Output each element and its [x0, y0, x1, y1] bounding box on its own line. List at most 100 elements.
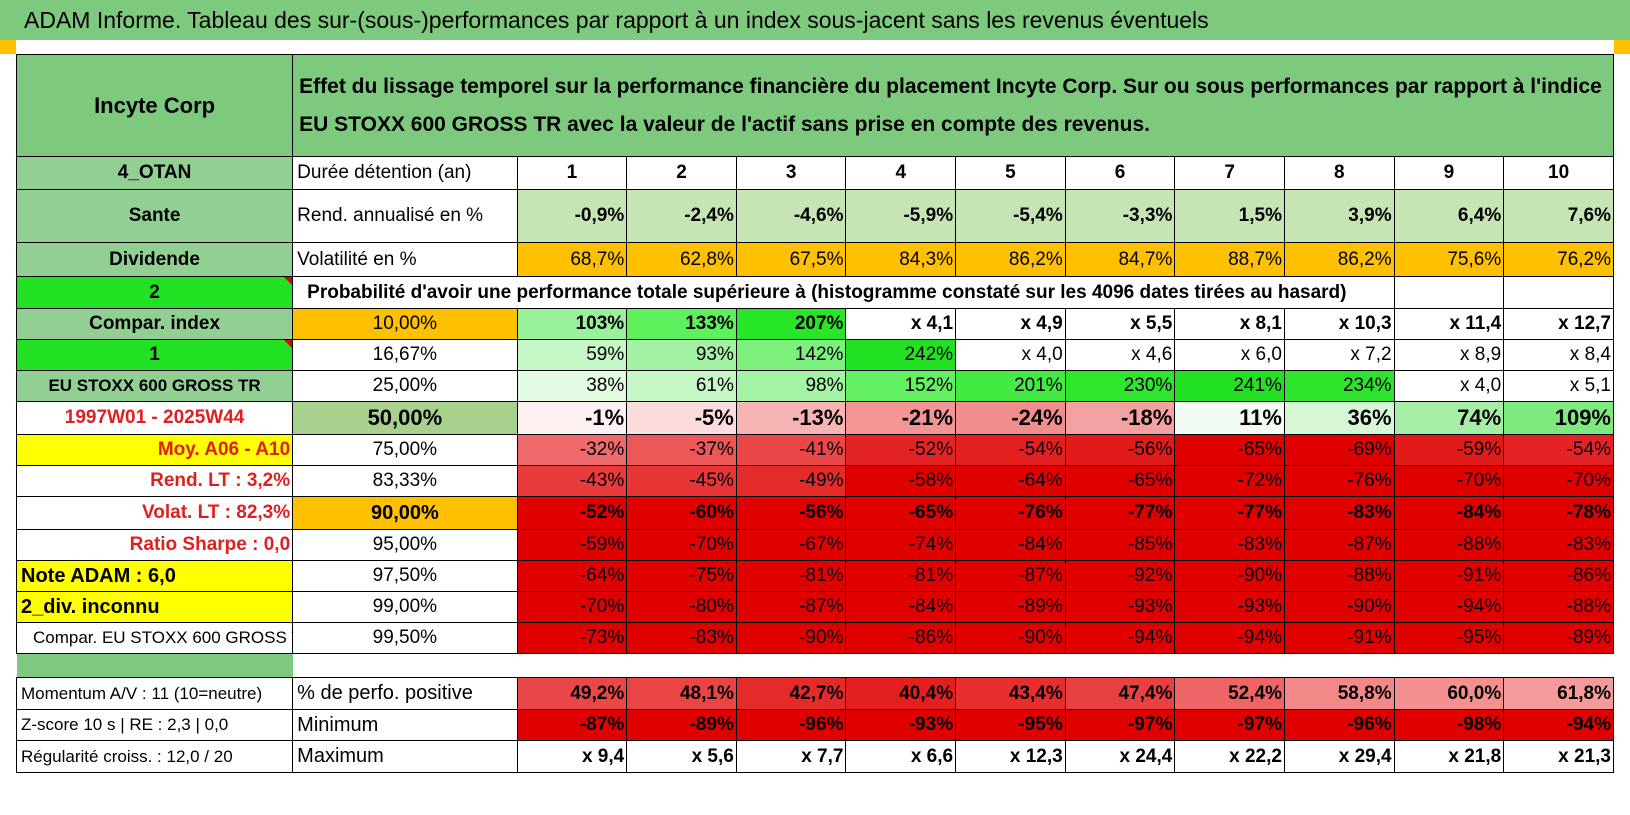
probability-value-cell: -54%: [955, 434, 1066, 466]
probability-value-cell: x 10,3: [1283, 308, 1395, 340]
volatility-value-cell: 88,7%: [1174, 242, 1285, 277]
probability-row: Compar. index 10,00% 103% 133% 207% x 4,1 x 4,…: [15, 308, 1614, 340]
probability-value-cell: x 8,9: [1393, 339, 1505, 371]
probability-value-cell: -75%: [626, 560, 737, 592]
return-value-cell: -5,9%: [845, 189, 957, 243]
summary-value-cell: -97%: [1174, 709, 1285, 741]
summary-value-cell: x 21,3: [1503, 740, 1614, 773]
probability-value-cell: -43%: [516, 465, 628, 497]
probability-value-cell: -72%: [1174, 465, 1285, 497]
summary-value-cell: x 5,6: [626, 740, 737, 773]
summary-value-cell: -89%: [626, 709, 737, 741]
probability-side-text: Compar. index: [89, 313, 221, 334]
comment-marker-icon: [284, 340, 292, 348]
probability-value-cell: -81%: [735, 560, 847, 592]
probability-value-cell: -83%: [1283, 496, 1395, 530]
probability-value-cell: -49%: [735, 465, 847, 497]
probability-value-cell: -74%: [845, 529, 957, 561]
return-value-cell: -4,6%: [735, 189, 847, 243]
probability-side-text: Ratio Sharpe : 0,0: [129, 534, 291, 555]
probability-value-cell: -18%: [1064, 401, 1176, 435]
probability-value-cell: -88%: [1503, 591, 1614, 623]
probability-value-cell: 234%: [1283, 370, 1395, 402]
summary-row: Momentum A/V : 11 (10=neutre)% de perfo.…: [15, 677, 1614, 710]
probability-value-cell: 152%: [845, 370, 957, 402]
empty-cell: [1503, 276, 1614, 309]
probability-value-cell: -85%: [1064, 529, 1176, 561]
probability-value-cell: x 4,0: [1393, 370, 1505, 402]
probability-value-cell: x 4,9: [955, 308, 1066, 340]
return-value-cell: 1,5%: [1174, 189, 1285, 243]
probability-side-label: Volat. LT : 82,3%: [15, 496, 294, 530]
probability-value-cell: -87%: [1283, 529, 1395, 561]
summary-value-cell: 58,8%: [1283, 677, 1395, 710]
probability-rows: Compar. index 10,00% 103% 133% 207% x 4,1 x 4,…: [15, 308, 1614, 654]
summary-value-cell: x 9,4: [516, 740, 628, 773]
probability-value-cell: 201%: [955, 370, 1066, 402]
probability-threshold-cell: 99,50%: [292, 622, 518, 654]
volatility-value-cell: 76,2%: [1503, 242, 1614, 277]
probability-value-cell: -94%: [1174, 622, 1285, 654]
summary-value-cell: x 6,6: [845, 740, 957, 773]
probability-value-cell: -94%: [1064, 622, 1176, 654]
return-side-label: Sante: [15, 189, 294, 243]
probability-value-cell: -90%: [1283, 591, 1395, 623]
probability-value-cell: 230%: [1064, 370, 1176, 402]
probability-threshold-cell: 99,00%: [292, 591, 518, 623]
probability-value-cell: x 7,2: [1283, 339, 1395, 371]
probability-value-cell: 61%: [626, 370, 737, 402]
volatility-value-cell: 86,2%: [1283, 242, 1395, 277]
probability-value-cell: -92%: [1064, 560, 1176, 592]
probability-threshold-cell: 16,67%: [292, 339, 518, 371]
probability-side-text: 1997W01 - 2025W44: [64, 407, 245, 428]
summary-value-cell: x 24,4: [1064, 740, 1176, 773]
probability-value-cell: -84%: [1393, 496, 1505, 530]
volatility-side-label: Dividende: [15, 242, 294, 277]
probability-value-cell: -83%: [1174, 529, 1285, 561]
probability-value-cell: x 8,4: [1503, 339, 1614, 371]
probability-value-cell: 142%: [735, 339, 847, 371]
probability-value-cell: -70%: [1393, 465, 1505, 497]
probability-value-cell: -90%: [735, 622, 847, 654]
corner-accent-right: [1614, 40, 1630, 54]
probability-value-cell: -88%: [1283, 560, 1395, 592]
performance-table-container: Incyte Corp Effet du lissage temporel su…: [15, 54, 1614, 815]
probability-threshold-cell: 10,00%: [292, 308, 518, 340]
summary-row: Régularité croiss. : 12,0 / 20 Maximum x 9…: [15, 740, 1614, 773]
duration-value-cell: 9: [1393, 156, 1505, 190]
probability-value-cell: -24%: [955, 401, 1066, 435]
spacer-row: [16, 653, 1614, 678]
probability-threshold-cell: 95,00%: [292, 529, 518, 561]
probability-value-cell: -73%: [516, 622, 628, 654]
probability-value-cell: -83%: [626, 622, 737, 654]
probability-value-cell: -90%: [1174, 560, 1285, 592]
probability-value-cell: -76%: [1283, 465, 1395, 497]
corner-accent-left: [0, 40, 16, 54]
probability-side-label: Ratio Sharpe : 0,0: [15, 529, 294, 561]
probability-value-cell: -52%: [845, 434, 957, 466]
probability-value-cell: -89%: [1503, 622, 1614, 654]
probability-side-label: Rend. LT : 3,2%: [15, 465, 294, 497]
probability-value-cell: -77%: [1064, 496, 1176, 530]
probability-value-cell: -64%: [955, 465, 1066, 497]
probability-row: Moy. A06 - A10 75,00% -32% -37% -41% -52% -54%…: [15, 434, 1614, 466]
probability-value-cell: -13%: [735, 401, 847, 435]
probability-value-cell: -69%: [1283, 434, 1395, 466]
probability-side-label: 1: [15, 339, 294, 371]
probability-value-cell: x 8,1: [1174, 308, 1285, 340]
summary-value-cell: -93%: [845, 709, 957, 741]
probability-row: Compar. EU STOXX 600 GROSS TR 99,50% -73% -…: [15, 622, 1614, 654]
probability-value-cell: -37%: [626, 434, 737, 466]
probability-threshold-cell: 75,00%: [292, 434, 518, 466]
summary-value-cell: 52,4%: [1174, 677, 1285, 710]
probability-value-cell: -59%: [516, 529, 628, 561]
duration-value-cell: 2: [626, 156, 737, 190]
duration-row-label: Durée détention (an): [292, 156, 518, 190]
probability-value-cell: -5%: [626, 401, 737, 435]
probability-row: EU STOXX 600 GROSS TR 25,00% 38% 61% 98% 152%…: [15, 370, 1614, 402]
probability-threshold-cell: 97,50%: [292, 560, 518, 592]
probability-value-cell: -91%: [1393, 560, 1505, 592]
probability-value-cell: -86%: [1503, 560, 1614, 592]
return-row-label: Rend. annualisé en %: [292, 189, 518, 243]
probability-value-cell: -78%: [1503, 496, 1614, 530]
